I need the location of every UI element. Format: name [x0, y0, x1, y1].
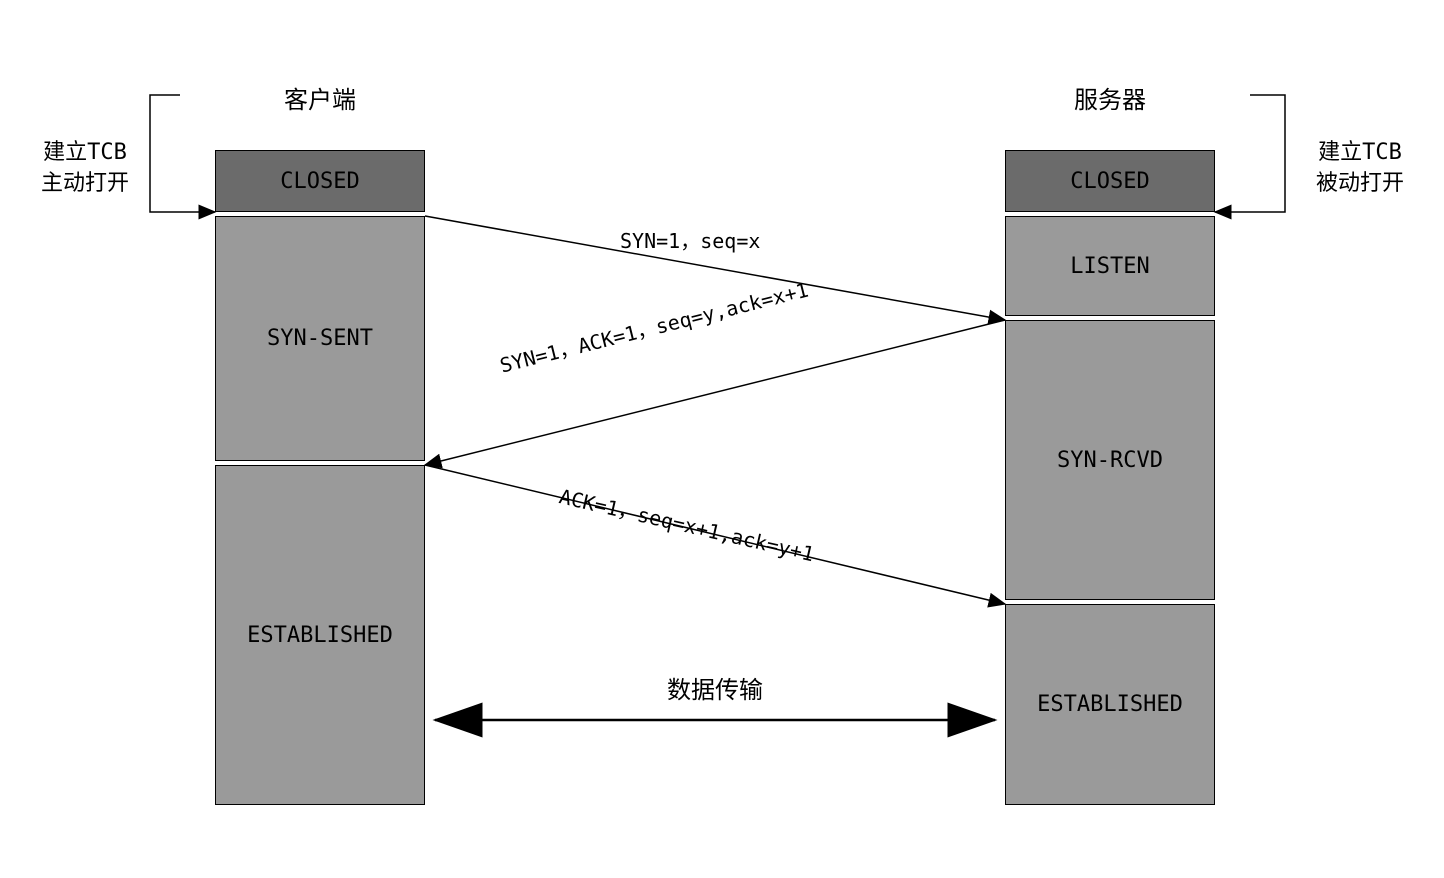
server-note-line1: 建立TCB	[1318, 140, 1402, 165]
client-bracket-line	[150, 95, 215, 212]
server-note-line2: 被动打开	[1316, 171, 1404, 196]
msg2-arrow	[425, 320, 1005, 465]
server-title: 服务器	[1050, 80, 1170, 115]
data-transfer-label: 数据传输	[655, 670, 775, 705]
msg2-label: SYN=1，ACK=1，seq=y,ack=x+1	[496, 274, 811, 379]
msg3-label: ACK=1，seq=x+1,ack=y+1	[557, 480, 818, 567]
client-established-label: ESTABLISHED	[247, 623, 393, 648]
client-title: 客户端	[260, 80, 380, 115]
server-listen-label: LISTEN	[1070, 254, 1149, 279]
client-note-line2: 主动打开	[41, 171, 129, 196]
server-note: 建立TCB 被动打开	[1300, 138, 1420, 200]
client-established-box: ESTABLISHED	[215, 465, 425, 805]
client-closed-box: CLOSED	[215, 150, 425, 212]
client-note-line1: 建立TCB	[43, 140, 127, 165]
server-synrcvd-label: SYN-RCVD	[1057, 448, 1163, 473]
server-bracket-line	[1215, 95, 1285, 212]
server-synrcvd-box: SYN-RCVD	[1005, 320, 1215, 600]
server-closed-label: CLOSED	[1070, 169, 1149, 194]
server-established-label: ESTABLISHED	[1037, 692, 1183, 717]
client-synsent-box: SYN-SENT	[215, 216, 425, 461]
client-note: 建立TCB 主动打开	[25, 138, 145, 200]
client-closed-label: CLOSED	[280, 169, 359, 194]
server-closed-box: CLOSED	[1005, 150, 1215, 212]
msg1-label: SYN=1，seq=x	[620, 225, 760, 254]
server-established-box: ESTABLISHED	[1005, 604, 1215, 805]
server-listen-box: LISTEN	[1005, 216, 1215, 316]
client-synsent-label: SYN-SENT	[267, 326, 373, 351]
